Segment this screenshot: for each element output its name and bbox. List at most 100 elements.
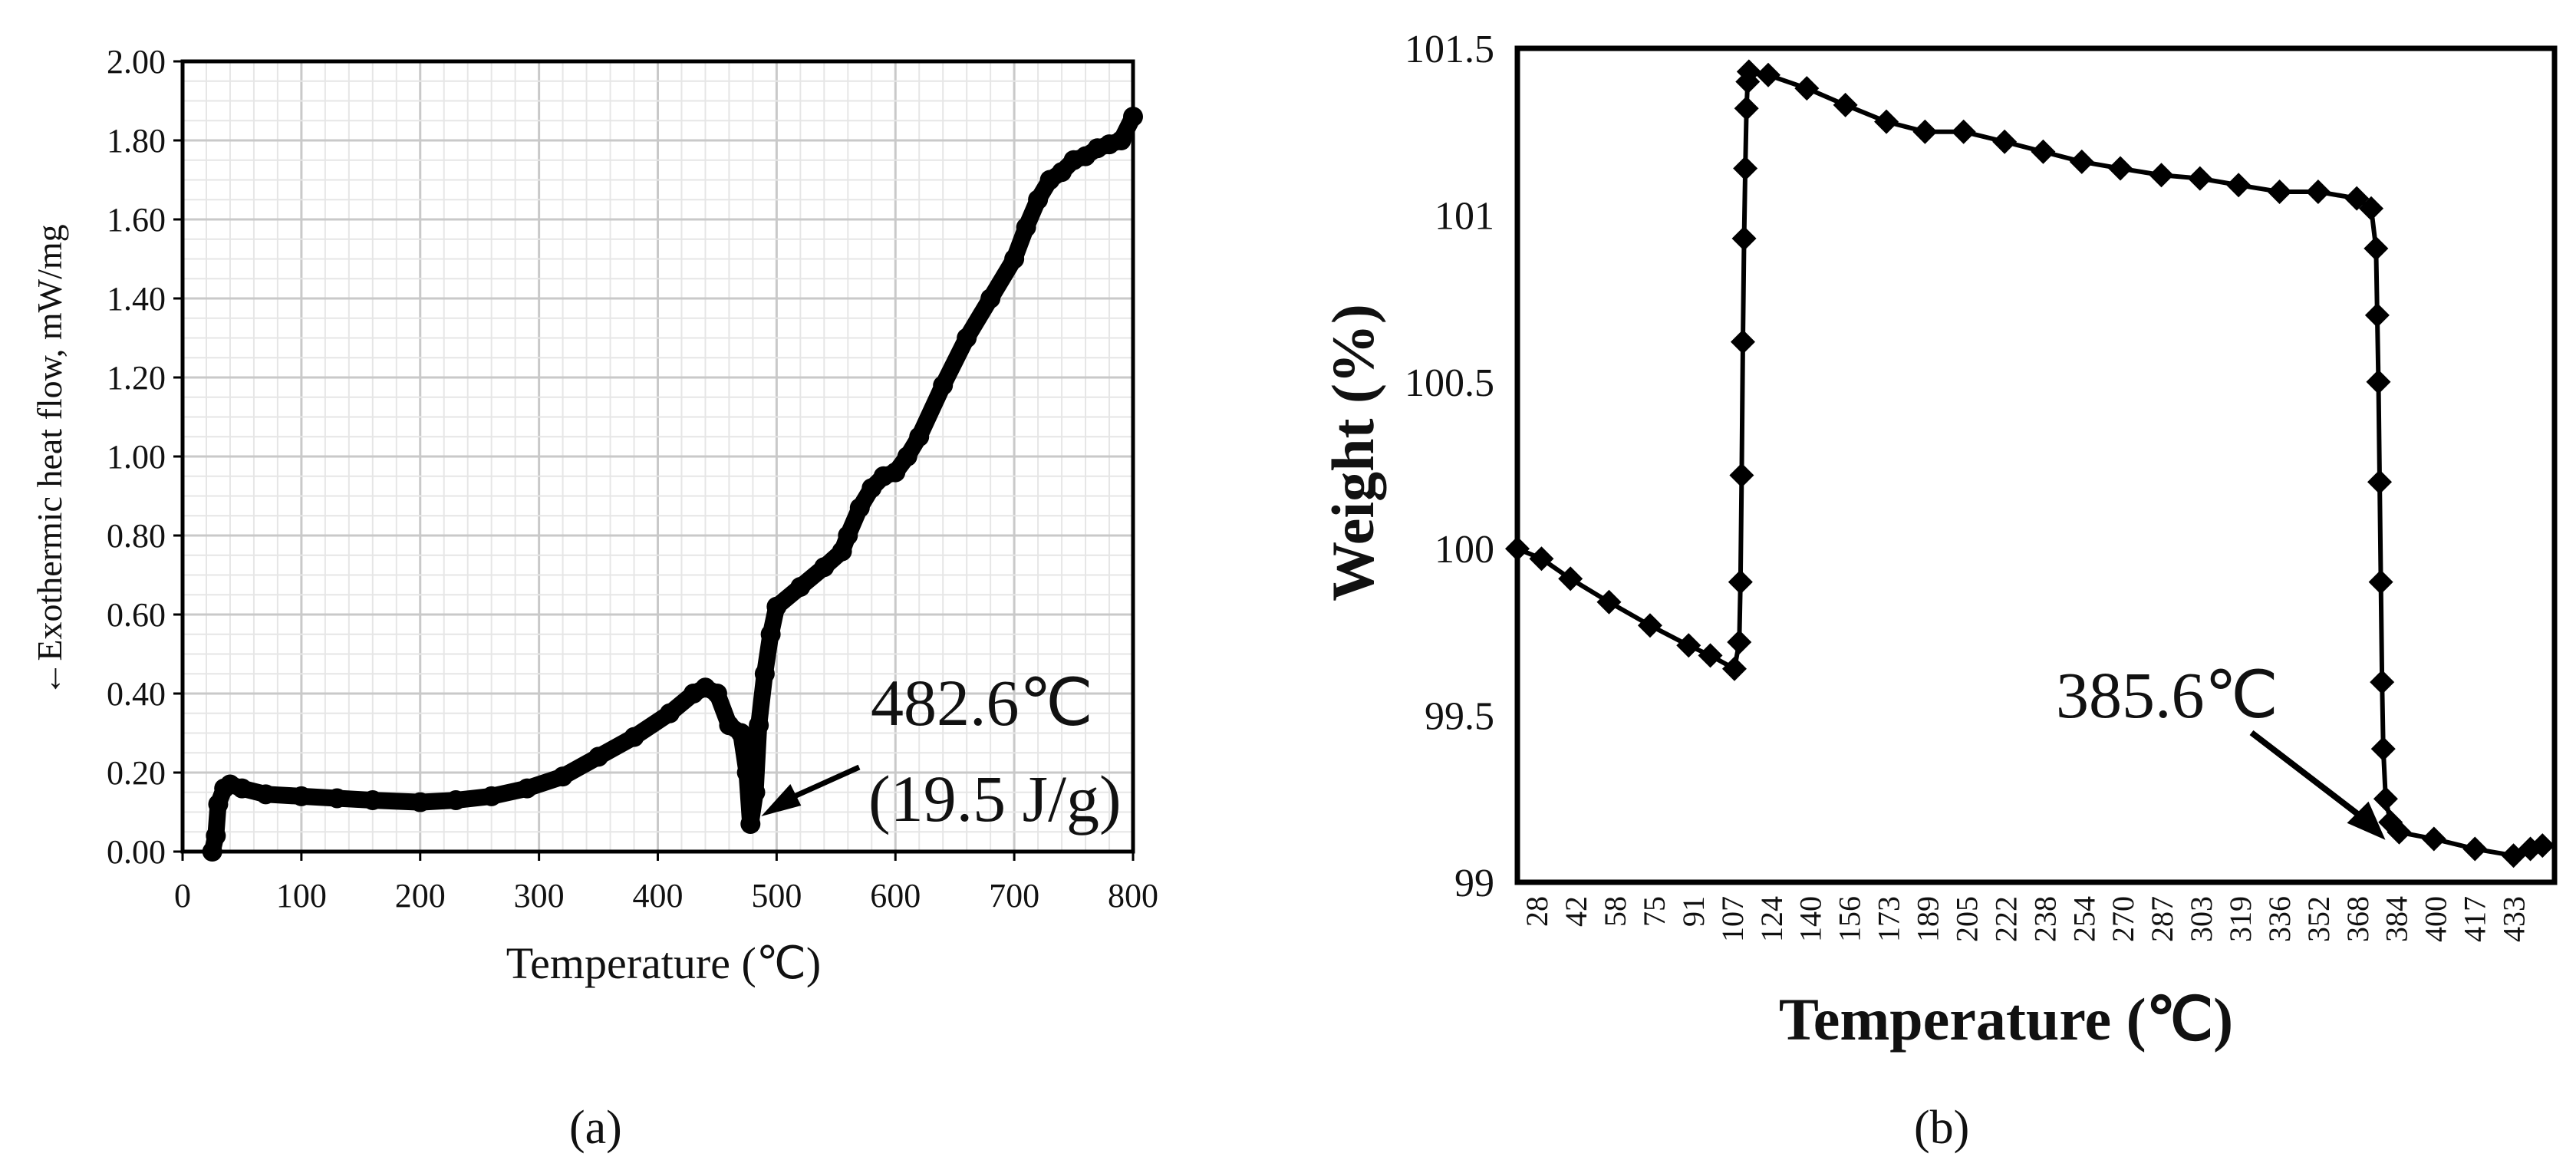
chart-b-panel-label: (b) <box>1914 1102 1969 1154</box>
chart-b-x-tick-label: 319 <box>2223 896 2258 942</box>
chart-a-x-tick-label: 400 <box>633 877 684 914</box>
chart-b-x-tick-label: 238 <box>2028 896 2062 942</box>
chart-b-data-point <box>2359 196 2384 221</box>
chart-b-series <box>1505 59 2555 868</box>
chart-b-y-tick-label: 101.5 <box>1405 28 1494 71</box>
chart-b-plot-frame <box>1514 45 2558 885</box>
chart-a-data-point <box>730 723 751 743</box>
chart-b-y-ticks: 99 99.5 100 100.5 101 101.5 <box>1405 28 1494 905</box>
chart-a-data-point <box>362 790 383 811</box>
chart-a-x-tick-label: 600 <box>870 877 921 914</box>
chart-a-grid <box>181 60 1135 853</box>
chart-a-x-tick-label: 700 <box>989 877 1039 914</box>
chart-a-data-point <box>933 375 954 396</box>
chart-b-x-tick-label: 336 <box>2262 896 2297 942</box>
chart-a-data-point <box>481 786 502 806</box>
chart-a-data-point <box>849 497 870 518</box>
chart-b-y-tick-label: 101 <box>1435 194 1494 238</box>
chart-b-data-point <box>2373 786 2398 812</box>
chart-a-data-point <box>624 727 644 747</box>
chart-b-x-tick-label: 352 <box>2301 896 2336 942</box>
chart-b-x-tick-label: 75 <box>1637 896 1672 927</box>
chart-b-x-tick-label: 173 <box>1872 896 1906 942</box>
chart-b-data-point <box>1676 633 1701 658</box>
chart-a-data-point <box>1111 130 1132 150</box>
chart-a-data-point <box>909 427 930 447</box>
chart-a-y-ticks: 0.00 0.20 0.40 0.60 0.80 1.00 1.20 1.40 1.60 1.80… <box>107 43 183 871</box>
chart-a-data-point <box>1004 249 1025 269</box>
chart-b-data-point <box>2364 302 2390 328</box>
chart-b-data-point <box>1733 156 1758 181</box>
chart-b-data-point <box>2031 139 2056 164</box>
chart-a-x-axis-label: Temperature (℃) <box>506 938 821 988</box>
chart-a-annotation-arrow <box>782 764 861 804</box>
chart-b-data-point <box>1729 463 1754 488</box>
chart-b-data-point <box>1727 629 1752 654</box>
chart-b-data-point <box>1874 109 1899 134</box>
chart-a-data-point <box>749 715 769 736</box>
chart-a-data-point <box>957 328 977 348</box>
chart-b-data-point <box>2370 670 2395 695</box>
chart-b-data-point <box>1755 62 1780 87</box>
chart-b-data-point <box>1833 92 1858 117</box>
chart-b-data-point <box>2108 156 2133 181</box>
chart-a-x-tick-label: 200 <box>395 877 446 914</box>
chart-a-annotation-arrowhead <box>761 783 802 816</box>
chart-a-data-point <box>814 557 835 578</box>
chart-b-x-tick-label: 433 <box>2497 896 2532 942</box>
chart-b-data-point <box>1728 569 1753 595</box>
chart-b-x-ticks: 28 42 58 75 91 107 124 140 156 173 189 205 222 238 254… <box>1520 896 2531 942</box>
chart-a-x-tick-label: 0 <box>174 877 191 914</box>
chart-a-data-point <box>707 684 727 704</box>
chart-b-data-point <box>1734 96 1759 121</box>
chart-b-x-tick-label: 222 <box>1988 896 2023 942</box>
chart-a-y-tick-label: 1.40 <box>107 280 166 318</box>
chart-a-x-tick-label: 100 <box>276 877 327 914</box>
chart-a-data-point <box>327 788 348 809</box>
chart-a-annotation: 482.6℃ (19.5 J/g) <box>761 666 1122 835</box>
chart-a-data-point <box>255 784 276 805</box>
chart-b-data-point <box>2267 179 2292 204</box>
chart-a-y-tick-label: 0.40 <box>107 675 166 713</box>
chart-b-data-point <box>1951 119 1976 144</box>
chart-a-data-point <box>832 541 852 562</box>
chart-b-data-point <box>2305 179 2331 204</box>
chart-b-data-point <box>2187 166 2212 191</box>
chart-b: 28 42 58 75 91 107 124 140 156 173 189 205 222 238 254… <box>1319 28 2558 1154</box>
chart-a-x-tick-label: 300 <box>514 877 565 914</box>
chart-b-y-tick-label: 100.5 <box>1405 361 1494 405</box>
chart-a-y-tick-label: 1.00 <box>107 438 166 476</box>
chart-b-data-point <box>1731 226 1757 251</box>
chart-b-data-point <box>2366 369 2391 394</box>
chart-a-y-tick-label: 0.00 <box>107 833 166 871</box>
chart-b-data-point <box>1730 329 1755 354</box>
chart-b-x-tick-label: 287 <box>2145 896 2179 942</box>
chart-b-data-point <box>1794 76 1820 101</box>
chart-b-data-point <box>2364 236 2389 261</box>
chart-b-data-point <box>1529 546 1554 572</box>
chart-a-series <box>202 107 1143 862</box>
chart-b-x-tick-label: 270 <box>2106 896 2140 942</box>
chart-b-x-tick-label: 42 <box>1559 896 1593 927</box>
chart-a-x-ticks: 0 100 200 300 400 500 600 700 800 <box>174 852 1158 914</box>
chart-b-x-tick-label: 254 <box>2067 896 2101 942</box>
chart-a-y-tick-label: 0.60 <box>107 596 166 634</box>
chart-b-x-tick-label: 58 <box>1598 896 1632 927</box>
chart-b-y-tick-label: 99.5 <box>1425 695 1494 739</box>
chart-b-data-point <box>2387 819 2412 845</box>
chart-b-annotation-arrowhead <box>2347 801 2386 840</box>
chart-b-data-point <box>2069 149 2094 174</box>
chart-a-y-tick-label: 2.00 <box>107 43 166 81</box>
chart-a-y-tick-label: 1.80 <box>107 122 166 160</box>
chart-b-data-point <box>2530 833 2555 858</box>
chart-a-data-point <box>897 447 917 466</box>
chart-b-x-tick-label: 91 <box>1676 896 1711 927</box>
chart-a: 0 100 200 300 400 500 600 700 800 0.000.200.400.… <box>30 43 1158 1154</box>
chart-b-data-point <box>1721 656 1747 681</box>
chart-b-x-tick-label: 205 <box>1949 896 1984 942</box>
chart-b-x-tick-label: 28 <box>1520 896 1554 927</box>
chart-a-series-line <box>203 108 1141 860</box>
chart-a-data-point <box>232 778 252 799</box>
chart-b-x-axis-label: Temperature (℃) <box>1779 986 2233 1053</box>
chart-a-data-point <box>838 526 858 545</box>
